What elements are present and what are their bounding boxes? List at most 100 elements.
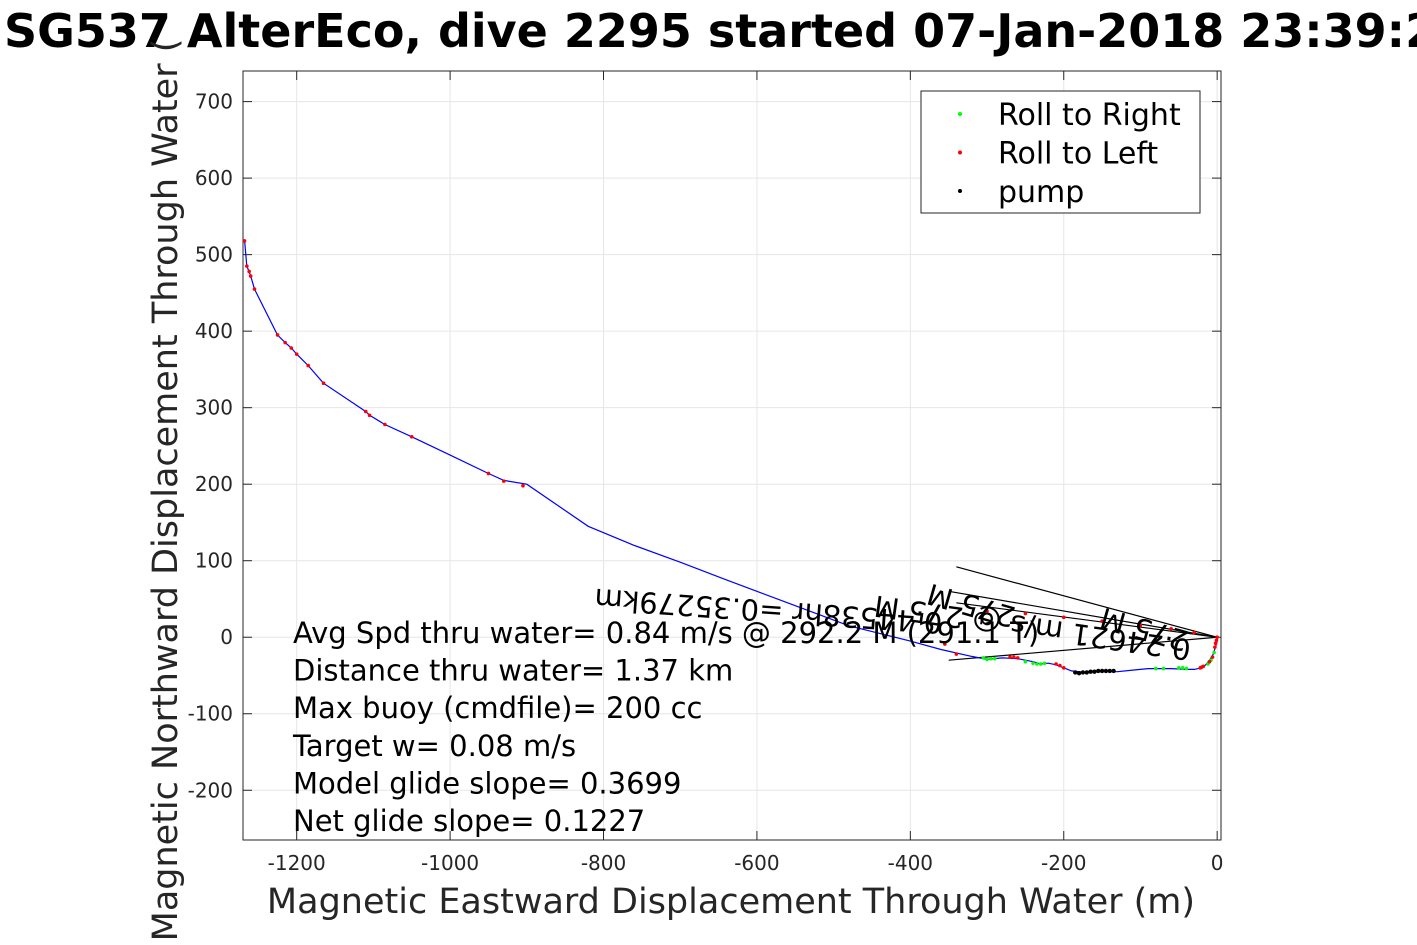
- roll-left-point: [245, 264, 249, 268]
- roll-left-point: [1215, 635, 1219, 640]
- roll-left-point: [248, 274, 253, 278]
- roll-left-point: [306, 363, 311, 368]
- y-tick-label: 100: [195, 549, 233, 573]
- roll-right-point: [992, 656, 997, 661]
- x-axis-label: Magnetic Eastward Displacement Through W…: [267, 882, 1195, 922]
- y-tick-label: 600: [195, 166, 233, 190]
- roll-right-point: [1042, 661, 1047, 666]
- roll-right-point: [1184, 666, 1189, 671]
- annotation-line: Max buoy (cmdfile)= 200 cc: [293, 691, 702, 725]
- roll-left-point: [1015, 656, 1020, 660]
- roll-left-point: [289, 346, 294, 350]
- roll-left-point: [283, 340, 287, 345]
- tick-labels: -1200 -1000 -800 -600 -400 -200 0-200-10001002…: [188, 90, 1224, 875]
- roll-right-point: [1161, 666, 1166, 671]
- pump-point: [1092, 669, 1097, 674]
- legend-label: Roll to Left: [998, 137, 1158, 172]
- pump-point: [1099, 668, 1105, 674]
- pump-point: [1111, 668, 1116, 674]
- legend-marker: [958, 150, 962, 155]
- roll-left-point: [1210, 655, 1215, 659]
- dive-track-line: [243, 239, 1218, 674]
- roll-left-point: [367, 413, 372, 418]
- roll-left-point: [1192, 630, 1196, 635]
- roll-right-point: [1177, 666, 1181, 670]
- roll-left-point: [1054, 662, 1058, 666]
- roll-left-point: [1198, 666, 1203, 670]
- roll-left-point: [242, 239, 247, 243]
- roll-left-point: [985, 609, 989, 614]
- heading-line: [956, 602, 1218, 638]
- roll-right-point: [1180, 666, 1185, 670]
- roll-right-point: [989, 656, 993, 661]
- roll-right-point: [985, 657, 989, 662]
- roll-right-point: [1035, 662, 1039, 666]
- roll-left-point: [1008, 655, 1012, 659]
- roll-right-point: [1031, 661, 1035, 666]
- y-axis-label: Magnetic Northward Displacement Through …: [146, 39, 186, 942]
- roll-left-point: [409, 434, 414, 439]
- x-tick-label: 0: [1211, 851, 1224, 875]
- roll-right-point: [981, 656, 986, 660]
- statistics-annotations: Avg Spd thru water= 0.84 m/s @ 292.2 M (…: [292, 616, 1039, 838]
- x-tick-label: -800: [581, 851, 626, 875]
- y-tick-label: 200: [195, 472, 233, 496]
- roll-left-point: [521, 483, 525, 488]
- roll-left-point: [321, 381, 326, 385]
- x-tick-label: -1000: [421, 851, 479, 875]
- roll-left-point: [1023, 611, 1028, 616]
- x-tick-label: -200: [1041, 851, 1086, 875]
- legend-label: pump: [998, 175, 1084, 210]
- roll-left-point: [1213, 641, 1218, 646]
- roll-left-point: [247, 269, 251, 274]
- legend-label: Roll to Right: [998, 98, 1181, 133]
- x-tick-label: -600: [734, 851, 779, 875]
- pump-point: [1103, 668, 1109, 674]
- roll-left-point: [1058, 663, 1062, 668]
- roll-left-point: [1012, 655, 1016, 659]
- roll-left-point: [954, 652, 959, 656]
- y-tick-label: 400: [195, 319, 233, 343]
- roll-right-point: [1023, 659, 1028, 664]
- roll-left-point: [252, 287, 257, 291]
- chart-title: SG537 AlterEco, dive 2295 started 07-Jan…: [4, 4, 1417, 58]
- legend-marker: [958, 112, 962, 116]
- roll-left-point: [1061, 615, 1066, 620]
- legend-marker: [958, 189, 962, 193]
- roll-left-point: [1213, 645, 1217, 649]
- heading-line: [948, 636, 1218, 661]
- pump-point: [1096, 668, 1101, 674]
- roll-right-point: [1038, 662, 1043, 666]
- pump-point: [1076, 670, 1082, 676]
- y-tick-label: 700: [195, 90, 233, 114]
- roll-left-point: [294, 352, 299, 356]
- legend-box: [920, 90, 1201, 214]
- annotation-line: Net glide slope= 0.1227: [293, 804, 645, 838]
- annotation-line: Distance thru water= 1.37 km: [293, 654, 733, 688]
- x-tick-label: -400: [888, 851, 933, 875]
- roll-left-point: [502, 479, 506, 483]
- roll-left-point: [486, 471, 491, 476]
- annotation-line: Avg Spd thru water= 0.84 m/s @ 292.2 M (…: [293, 616, 1039, 650]
- x-tick-label: -1200: [268, 851, 326, 875]
- pump-point: [1073, 670, 1078, 675]
- roll-left-point: [383, 422, 387, 427]
- roll-right-point: [1212, 650, 1216, 655]
- plot-area: [242, 239, 1219, 676]
- pump-point: [1080, 670, 1086, 675]
- roll-left-point: [275, 333, 280, 337]
- y-tick-label: 0: [220, 625, 233, 649]
- pump-point: [1084, 670, 1089, 675]
- pump-point: [1107, 668, 1112, 674]
- pump-point: [1088, 669, 1093, 674]
- roll-left-point: [1061, 666, 1066, 670]
- roll-left-point: [1100, 619, 1104, 623]
- axes-box: [242, 70, 1222, 841]
- roll-left-point: [1169, 627, 1173, 631]
- roll-left-point: [363, 409, 368, 414]
- roll-left-point: [1214, 638, 1219, 643]
- roll-left-point: [1207, 659, 1212, 664]
- y-tick-label: -200: [188, 778, 233, 802]
